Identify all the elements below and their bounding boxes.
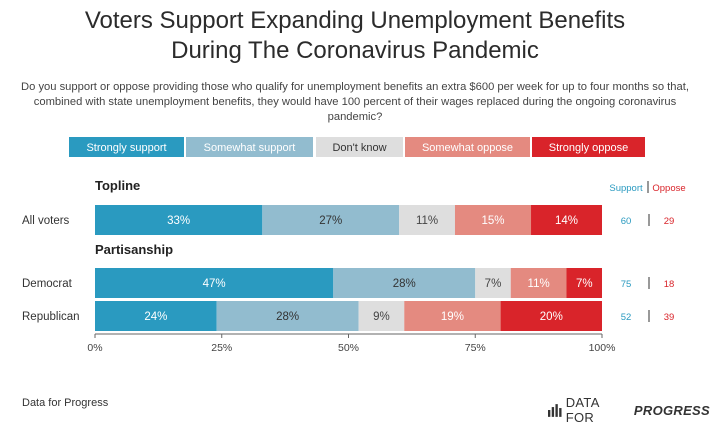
bar-value-label: 11%	[528, 278, 550, 290]
bar-value-label: 24%	[144, 311, 167, 323]
bar-value-label: 7%	[576, 278, 593, 290]
support-total-all-voters: 60	[621, 216, 632, 227]
chart-title-line-2: During The Coronavirus Pandemic	[171, 37, 539, 64]
row-label-all-voters: All voters	[22, 215, 70, 227]
bar-segment-somewhat-oppose	[454, 205, 532, 235]
legend-label-somewhat-oppose: Somewhat oppose	[422, 142, 513, 154]
legend-item-strongly-support: Strongly support	[69, 137, 184, 157]
support-oppose-summary: 60 29 75 18 52 39 Support Oppose	[609, 181, 686, 323]
support-total-democrat: 75	[621, 279, 632, 290]
oppose-total-all-voters: 29	[664, 216, 675, 227]
logo-text-prefix: DATA FOR	[565, 395, 599, 425]
legend-item-somewhat-support: Somewhat support	[186, 137, 313, 157]
bar-segment-somewhat-support	[333, 268, 476, 298]
bar-segment-strongly-oppose	[531, 205, 602, 235]
bar-value-label: 47%	[203, 278, 226, 290]
bar-value-label: 7%	[485, 278, 502, 290]
bar-segment-strongly-oppose	[566, 268, 602, 298]
legend-swatch-strongly-support	[69, 137, 184, 157]
chart-legend: Strongly support Somewhat support Don't kn…	[69, 137, 645, 157]
bar-value-label: 27%	[319, 215, 342, 227]
bar-segment-strongly-support	[95, 205, 263, 235]
bar-segment-don-t-know	[475, 268, 511, 298]
legend-label-strongly-support: Strongly support	[86, 142, 166, 154]
bar-value-label: 15%	[481, 215, 504, 227]
x-axis: 0% 25% 50% 75% 100%	[87, 333, 616, 354]
logo-text-strong: PROGRESS	[633, 402, 710, 418]
chart-title: Voters Support Expanding Unemployment Be…	[0, 6, 710, 66]
x-tick-label: 100%	[589, 342, 616, 354]
oppose-total-democrat: 18	[664, 279, 675, 290]
group-label-topline: Topline	[95, 178, 140, 193]
bar-chart-icon	[548, 403, 562, 417]
bar-value-label: 33%	[167, 215, 190, 227]
x-tick-label: 0%	[87, 342, 102, 354]
brand-logo: DATA FOR PROGRESS	[548, 395, 710, 425]
support-total-republican: 52	[621, 312, 632, 323]
legend-label-somewhat-support: Somewhat support	[204, 142, 296, 154]
legend-swatch-somewhat-oppose	[405, 137, 530, 157]
chart-title-line-1: Voters Support Expanding Unemployment Be…	[84, 7, 626, 34]
legend-swatch-somewhat-support	[186, 137, 313, 157]
bar-segment-somewhat-support	[262, 205, 400, 235]
oppose-total-republican: 39	[664, 312, 675, 323]
bar-value-label: 14%	[555, 215, 578, 227]
bar-row-republican: Republican 24% 28% 9% 19% 20%	[22, 301, 602, 331]
bar-value-label: 28%	[276, 311, 299, 323]
bar-segment-don-t-know	[399, 205, 455, 235]
bar-row-democrat: Democrat 47% 28% 7% 11% 7%	[22, 268, 602, 298]
bar-value-label: 28%	[393, 278, 416, 290]
bar-segment-somewhat-support	[216, 301, 359, 331]
row-label-democrat: Democrat	[22, 278, 73, 290]
oppose-header: Oppose	[652, 183, 685, 194]
bar-row-all-voters: All voters 33% 27% 11% 15% 14%	[22, 205, 602, 235]
legend-label-strongly-oppose: Strongly oppose	[549, 142, 629, 154]
bar-value-label: 19%	[441, 311, 464, 323]
bar-value-label: 11%	[416, 215, 438, 227]
legend-label-don-t-know: Don't know	[332, 142, 386, 154]
support-header: Support	[609, 183, 643, 194]
stacked-bar-chart: Strongly support Somewhat support Don't kn…	[22, 137, 686, 354]
legend-swatch-strongly-oppose	[532, 137, 645, 157]
x-tick-label: 25%	[211, 342, 232, 354]
bar-segment-somewhat-oppose	[510, 268, 567, 298]
bar-value-label: 9%	[373, 311, 390, 323]
legend-item-strongly-oppose: Strongly oppose	[532, 137, 645, 157]
source-note: Data for Progress	[22, 397, 109, 409]
chart-subtitle: Do you support or oppose providing those…	[21, 81, 689, 123]
legend-item-somewhat-oppose: Somewhat oppose	[405, 137, 530, 157]
x-tick-label: 75%	[465, 342, 486, 354]
row-label-republican: Republican	[22, 311, 80, 323]
bar-value-label: 20%	[540, 311, 563, 323]
bar-segment-strongly-support	[95, 268, 334, 298]
bar-segment-somewhat-oppose	[404, 301, 501, 331]
legend-item-don-t-know: Don't know	[316, 137, 403, 157]
group-label-partisanship: Partisanship	[95, 242, 173, 257]
chart-bars: Topline All voters 33% 27% 11% 15% 14% Partisan…	[22, 178, 602, 331]
bar-segment-strongly-oppose	[500, 301, 602, 331]
legend-swatch-don-t-know	[316, 137, 403, 157]
bar-segment-don-t-know	[358, 301, 405, 331]
bar-segment-strongly-support	[95, 301, 217, 331]
x-tick-label: 50%	[338, 342, 359, 354]
